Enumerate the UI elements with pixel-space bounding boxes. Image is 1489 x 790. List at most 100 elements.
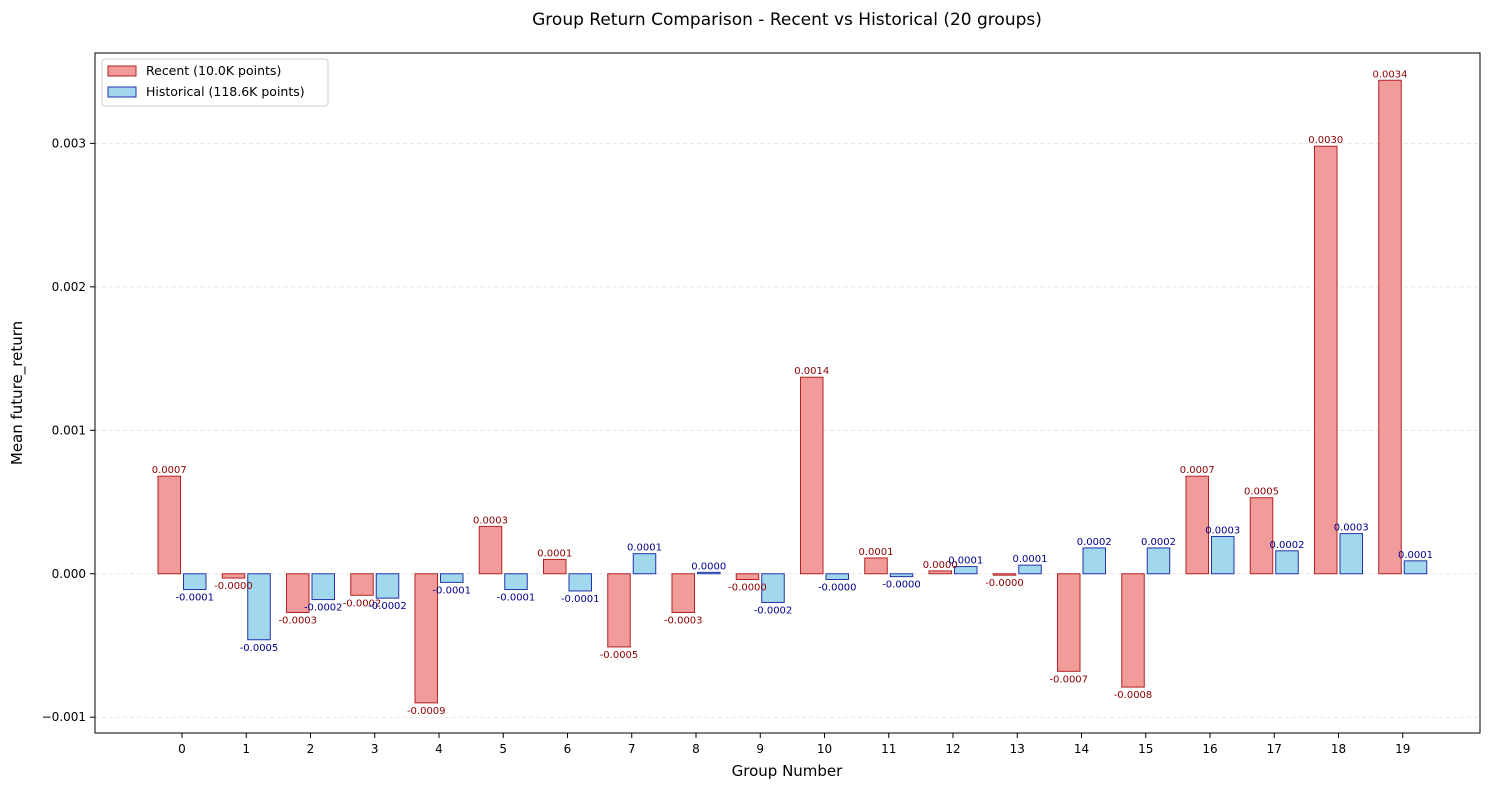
bar-historical-group-18 xyxy=(1339,533,1363,575)
y-tick-label: 0.003 xyxy=(52,136,86,150)
bar-recent-group-19 xyxy=(1378,79,1402,575)
bar-historical-group-0 xyxy=(183,573,207,591)
x-tick-label: 17 xyxy=(1267,742,1282,756)
x-axis: 0 1 2 3 4 5 6 7 8 9 10 11 12 13 14 15 16 17 18 19 xyxy=(178,733,1410,756)
bar-historical-group-12 xyxy=(954,566,978,575)
x-tick-label: 13 xyxy=(1010,742,1025,756)
bar-recent-group-6 xyxy=(543,558,567,575)
x-tick-label: 5 xyxy=(499,742,507,756)
bar-historical-group-3 xyxy=(375,573,400,599)
x-tick-label: 14 xyxy=(1074,742,1089,756)
bar-value-label-recent: 0.0014 xyxy=(794,366,829,377)
x-tick-label: 3 xyxy=(371,742,379,756)
plot-frame xyxy=(94,52,1481,734)
bar-recent-group-7 xyxy=(607,573,631,648)
bar-recent-group-13 xyxy=(992,573,1017,576)
bar-value-label-recent: -0.0003 xyxy=(278,615,317,626)
x-tick-label: 11 xyxy=(881,742,896,756)
y-axis-label: Mean future_return xyxy=(8,321,27,465)
bar-recent-group-8 xyxy=(671,573,695,613)
bar-value-label-historical: -0.0002 xyxy=(368,601,407,612)
bar-value-label-historical: -0.0002 xyxy=(304,603,343,614)
bar-recent-group-14 xyxy=(1057,573,1081,672)
bar-historical-group-7 xyxy=(632,553,657,575)
bar-recent-group-16 xyxy=(1185,475,1209,575)
bar-historical-group-14 xyxy=(1082,547,1106,575)
bar-value-label-historical: 0.0001 xyxy=(948,556,983,567)
bar-value-label-recent: 0.0030 xyxy=(1308,135,1343,146)
bar-value-label-recent: -0.0000 xyxy=(214,581,253,592)
bar-value-label-historical: -0.0005 xyxy=(240,643,279,654)
x-tick-label: 1 xyxy=(242,742,250,756)
x-tick-label: 2 xyxy=(307,742,315,756)
bar-value-label-recent: -0.0007 xyxy=(1049,674,1088,685)
bar-recent-group-10 xyxy=(800,376,824,575)
x-tick-label: 16 xyxy=(1202,742,1217,756)
bar-historical-group-4 xyxy=(440,573,464,583)
bar-recent-group-3 xyxy=(350,573,374,596)
bar-recent-group-15 xyxy=(1121,573,1145,688)
x-axis-label: Group Number xyxy=(732,762,844,780)
x-tick-label: 8 xyxy=(692,742,700,756)
x-tick-label: 7 xyxy=(628,742,636,756)
x-tick-label: 0 xyxy=(178,742,186,756)
bar-value-label-recent: -0.0008 xyxy=(1114,690,1153,701)
bar-historical-group-1 xyxy=(247,573,271,641)
x-tick-label: 4 xyxy=(435,742,443,756)
bar-value-label-recent: 0.0001 xyxy=(859,547,894,558)
bar-historical-group-16 xyxy=(1211,535,1235,575)
chart-title: Group Return Comparison - Recent vs Hist… xyxy=(532,10,1042,30)
bar-value-label-historical: -0.0001 xyxy=(561,594,600,605)
bar-recent-group-0 xyxy=(157,475,181,575)
bar-historical-group-17 xyxy=(1275,550,1299,575)
bar-recent-group-2 xyxy=(286,573,310,613)
bar-value-label-historical: 0.0001 xyxy=(627,543,662,554)
bar-historical-group-10 xyxy=(825,573,849,580)
bar-value-label-recent: -0.0003 xyxy=(664,615,703,626)
bar-value-label-historical: 0.0002 xyxy=(1141,537,1176,548)
bar-value-label-historical: 0.0003 xyxy=(1334,523,1369,534)
bar-value-label-recent: -0.0000 xyxy=(985,578,1024,589)
bar-recent-group-4 xyxy=(414,573,438,704)
x-tick-label: 9 xyxy=(756,742,764,756)
x-tick-label: 6 xyxy=(564,742,572,756)
bar-value-label-historical: 0.0002 xyxy=(1270,540,1305,551)
bar-recent-group-1 xyxy=(221,573,246,579)
y-axis: −0.001 0.000 0.001 0.002 0.003 xyxy=(42,136,95,724)
bar-value-label-historical: 0.0001 xyxy=(1013,554,1048,565)
bar-recent-group-12 xyxy=(928,570,952,575)
bar-layer xyxy=(157,79,1428,704)
legend-label-historical: Historical (118.6K points) xyxy=(146,84,305,99)
x-tick-label: 10 xyxy=(817,742,832,756)
bar-historical-group-11 xyxy=(889,573,914,578)
bar-value-label-recent: 0.0003 xyxy=(473,515,508,526)
y-tick-label: 0.001 xyxy=(52,423,86,437)
bar-value-label-recent: -0.0005 xyxy=(600,650,639,661)
y-tick-label: 0.002 xyxy=(52,280,86,294)
bar-value-label-historical: 0.0001 xyxy=(1398,550,1433,561)
bar-value-label-recent: -0.0000 xyxy=(728,582,767,593)
y-tick-label: −0.001 xyxy=(42,710,86,724)
bar-value-label-historical: -0.0002 xyxy=(754,605,793,616)
bar-value-label-historical: -0.0000 xyxy=(882,580,921,591)
bar-historical-group-8 xyxy=(697,571,721,575)
bar-value-label-historical: -0.0001 xyxy=(497,593,536,604)
bar-value-label-historical: -0.0000 xyxy=(818,582,857,593)
bar-recent-group-5 xyxy=(478,525,503,575)
bar-recent-group-11 xyxy=(864,557,888,575)
bar-recent-group-9 xyxy=(735,573,760,580)
bar-value-label-recent: 0.0034 xyxy=(1373,69,1408,80)
bar-historical-group-5 xyxy=(504,573,528,591)
bar-value-label-historical: -0.0001 xyxy=(432,585,471,596)
x-tick-label: 18 xyxy=(1331,742,1346,756)
bar-value-label-recent: -0.0002 xyxy=(343,598,382,609)
plot-area xyxy=(95,53,1480,733)
bar-historical-group-2 xyxy=(311,573,335,601)
legend-box xyxy=(101,58,329,107)
legend-swatch-historical xyxy=(107,86,137,98)
x-tick-label: 15 xyxy=(1138,742,1153,756)
bar-value-label-historical: 0.0003 xyxy=(1205,525,1240,536)
legend: Recent (10.0K points) Historical (118.6K… xyxy=(101,58,329,107)
x-tick-label: 12 xyxy=(945,742,960,756)
bar-value-label-historical: -0.0001 xyxy=(175,593,214,604)
